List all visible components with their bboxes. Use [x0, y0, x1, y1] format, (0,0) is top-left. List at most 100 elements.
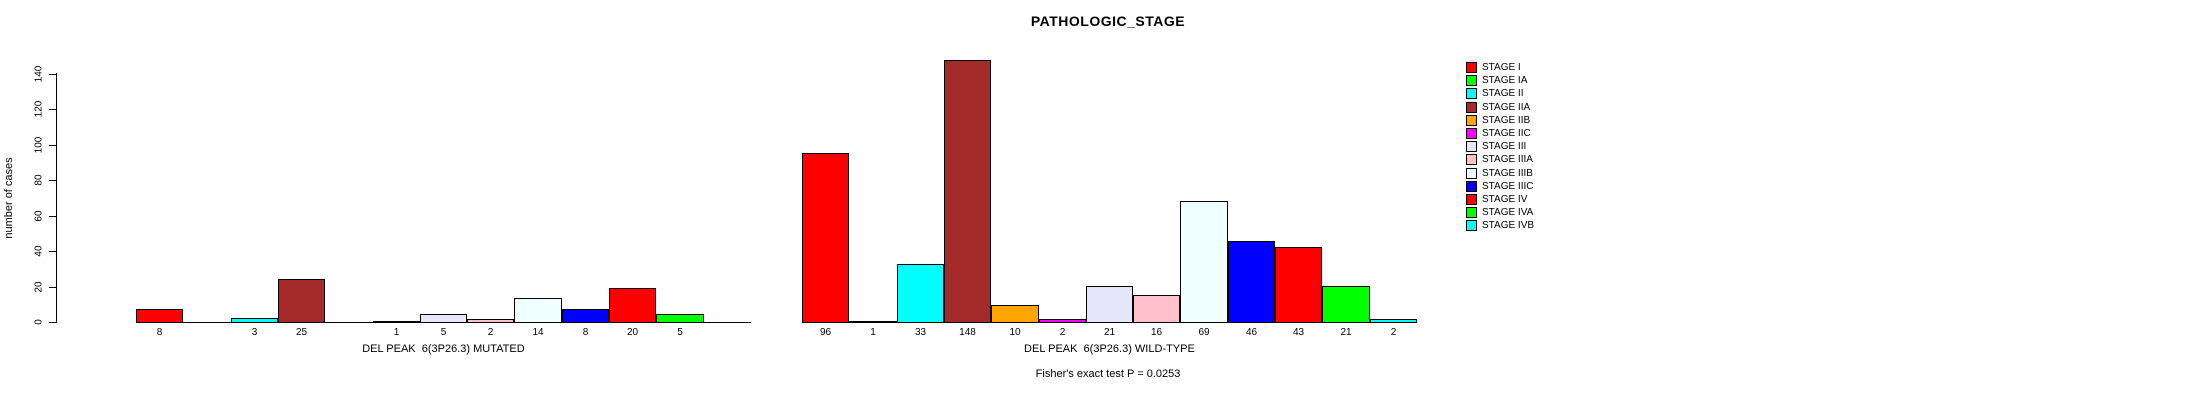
bar-stage-iii — [420, 314, 467, 323]
legend-label: STAGE IV — [1482, 193, 1528, 205]
legend-item: STAGE IA — [1466, 74, 1534, 87]
bar-value-label: 96 — [819, 327, 832, 338]
legend-item: STAGE IIIA — [1466, 153, 1534, 166]
x-axis-label-mutated: DEL PEAK 6(3P26.3) MUTATED — [362, 343, 525, 355]
bar-value-label: 148 — [959, 327, 976, 338]
chart-title: PATHOLOGIC_STAGE — [1030, 13, 1186, 29]
legend-item: STAGE IIIC — [1466, 180, 1534, 193]
legend-item: STAGE I — [1466, 61, 1534, 74]
legend-swatch-icon — [1466, 114, 1477, 126]
bar-stage-iic — [373, 321, 420, 323]
bar-stage-ivb — [1370, 319, 1417, 323]
bar-stage-iva — [1322, 286, 1370, 323]
bar-value-label: 8 — [582, 327, 589, 338]
bar-value-label: 21 — [1340, 327, 1352, 338]
legend-label: STAGE IA — [1482, 75, 1528, 87]
bar-stage-iva — [656, 314, 704, 323]
legend-item: STAGE IIC — [1466, 127, 1534, 140]
legend-swatch-icon — [1466, 75, 1477, 87]
legend-label: STAGE IIA — [1482, 101, 1531, 113]
legend-label: STAGE IVB — [1482, 220, 1535, 232]
legend-label: STAGE IIB — [1482, 114, 1531, 126]
y-axis — [56, 73, 57, 323]
bar-stage-ia — [849, 321, 897, 323]
bar-stage-iii — [1086, 286, 1133, 323]
legend-item: STAGE IV — [1466, 193, 1534, 206]
bar-stage-iiic — [562, 309, 609, 323]
y-axis-label: number of cases — [3, 157, 15, 239]
legend-swatch-icon — [1466, 220, 1477, 232]
y-tick — [49, 251, 56, 253]
legend-label: STAGE IIIA — [1482, 154, 1533, 166]
y-tick — [49, 73, 56, 75]
legend-item: STAGE IVB — [1466, 219, 1534, 232]
bar-stage-i — [802, 153, 849, 323]
legend-label: STAGE I — [1482, 62, 1521, 74]
y-tick-label: 140 — [33, 65, 45, 82]
bar-value-label: 2 — [1059, 327, 1066, 338]
y-tick — [49, 215, 56, 217]
bar-value-label: 21 — [1103, 327, 1116, 338]
legend-swatch-icon — [1466, 207, 1477, 219]
bar-stage-iiic — [1228, 241, 1275, 323]
legend-label: STAGE IIIC — [1482, 180, 1534, 192]
bar-value-label: 8 — [156, 327, 163, 338]
bar-value-label: 16 — [1150, 327, 1163, 338]
y-tick-label: 20 — [33, 280, 45, 293]
bar-stage-iia — [944, 60, 991, 323]
legend-swatch-icon — [1466, 101, 1477, 113]
legend: STAGE I STAGE IA STAGE II STAGE IIA STAGE II… — [1466, 61, 1534, 232]
legend-swatch-icon — [1466, 180, 1477, 192]
legend-item: STAGE IIIB — [1466, 167, 1534, 180]
legend-swatch-icon — [1466, 141, 1477, 153]
bar-value-label: 25 — [295, 327, 308, 338]
bar-value-label: 10 — [1009, 327, 1021, 338]
legend-label: STAGE IIC — [1482, 128, 1531, 140]
legend-swatch-icon — [1466, 167, 1477, 179]
legend-swatch-icon — [1466, 154, 1477, 166]
legend-item: STAGE IIB — [1466, 114, 1534, 127]
legend-label: STAGE IIIB — [1482, 167, 1533, 179]
bar-value-label: 1 — [870, 327, 876, 338]
legend-swatch-icon — [1466, 193, 1477, 205]
bar-stage-iia — [278, 279, 325, 323]
legend-swatch-icon — [1466, 128, 1477, 140]
y-tick-label: 40 — [33, 245, 45, 257]
bar-stage-iv — [609, 288, 656, 323]
legend-swatch-icon — [1466, 88, 1477, 100]
legend-item: STAGE IVA — [1466, 206, 1534, 219]
y-tick — [49, 322, 56, 323]
legend-item: STAGE III — [1466, 140, 1534, 153]
bar-value-label: 5 — [440, 327, 447, 338]
bar-stage-iv — [1275, 247, 1322, 323]
x-axis-label-wildtype: DEL PEAK 6(3P26.3) WILD-TYPE — [1024, 343, 1195, 355]
fisher-test-annotation: Fisher's exact test P = 0.0253 — [1035, 368, 1181, 380]
bar-value-label: 20 — [626, 327, 639, 338]
y-tick-label: 0 — [33, 319, 45, 325]
bar-stage-iic — [1039, 319, 1086, 323]
y-tick — [49, 144, 56, 146]
y-tick-label: 80 — [33, 174, 45, 186]
bar-value-label: 14 — [532, 327, 544, 338]
bar-value-label: 43 — [1292, 327, 1305, 338]
bar-stage-iiib — [1180, 201, 1228, 323]
bar-stage-iiia — [467, 319, 514, 323]
bar-stage-iib — [991, 305, 1039, 323]
legend-item: STAGE II — [1466, 87, 1534, 100]
legend-swatch-icon — [1466, 62, 1477, 74]
bar-value-label: 2 — [1390, 327, 1397, 338]
legend-item: STAGE IIA — [1466, 101, 1534, 114]
bar-value-label: 1 — [393, 327, 400, 338]
legend-label: STAGE II — [1482, 88, 1524, 100]
bar-value-label: 5 — [677, 327, 683, 338]
y-tick-label: 100 — [33, 136, 45, 153]
legend-label: STAGE IVA — [1482, 207, 1534, 219]
bar-value-label: 69 — [1198, 327, 1210, 338]
y-tick — [49, 286, 56, 288]
bar-stage-ii — [897, 264, 944, 323]
bar-value-label: 3 — [251, 327, 258, 338]
bar-stage-ii — [231, 318, 278, 323]
y-tick-label: 60 — [33, 209, 45, 222]
y-tick — [49, 180, 56, 182]
